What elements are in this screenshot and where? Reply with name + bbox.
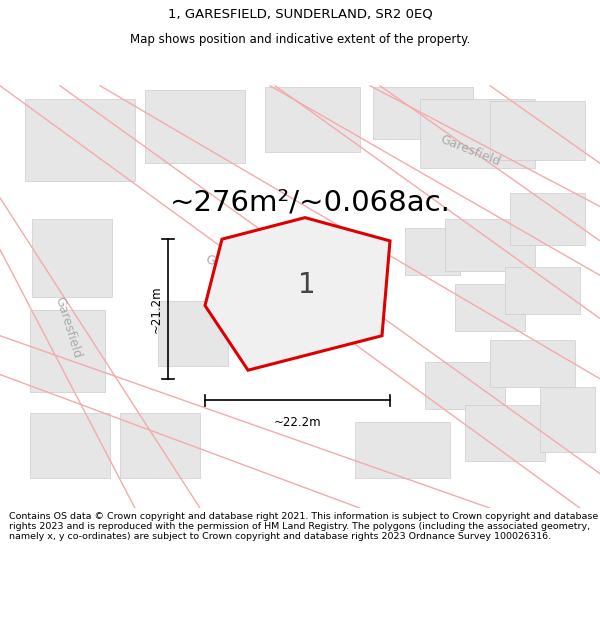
Bar xyxy=(120,413,200,478)
Text: Garesfield: Garesfield xyxy=(203,253,267,289)
Text: Garesfield: Garesfield xyxy=(52,294,83,359)
Bar xyxy=(465,404,545,461)
Bar xyxy=(30,413,110,478)
Text: Garesfield: Garesfield xyxy=(438,132,502,168)
Bar xyxy=(32,219,112,297)
Bar xyxy=(490,101,585,160)
Bar xyxy=(425,362,505,409)
Bar xyxy=(30,310,105,392)
Bar xyxy=(490,340,575,388)
Bar xyxy=(355,422,450,478)
Text: ~21.2m: ~21.2m xyxy=(149,285,163,332)
Bar xyxy=(540,388,595,452)
Bar xyxy=(265,88,360,152)
Bar xyxy=(455,284,525,331)
Text: Contains OS data © Crown copyright and database right 2021. This information is : Contains OS data © Crown copyright and d… xyxy=(9,512,598,541)
Bar xyxy=(505,267,580,314)
Bar xyxy=(158,301,228,366)
Bar xyxy=(405,228,460,276)
Bar xyxy=(25,99,135,181)
Polygon shape xyxy=(205,217,390,370)
Bar xyxy=(373,88,473,139)
Bar xyxy=(145,90,245,163)
Text: ~22.2m: ~22.2m xyxy=(274,416,322,429)
Text: Map shows position and indicative extent of the property.: Map shows position and indicative extent… xyxy=(130,34,470,46)
Bar xyxy=(445,219,535,271)
Text: ~276m²/~0.068ac.: ~276m²/~0.068ac. xyxy=(170,188,451,216)
Text: 1: 1 xyxy=(298,271,316,299)
Bar xyxy=(510,194,585,245)
Bar xyxy=(420,99,535,168)
Text: 1, GARESFIELD, SUNDERLAND, SR2 0EQ: 1, GARESFIELD, SUNDERLAND, SR2 0EQ xyxy=(167,8,433,21)
